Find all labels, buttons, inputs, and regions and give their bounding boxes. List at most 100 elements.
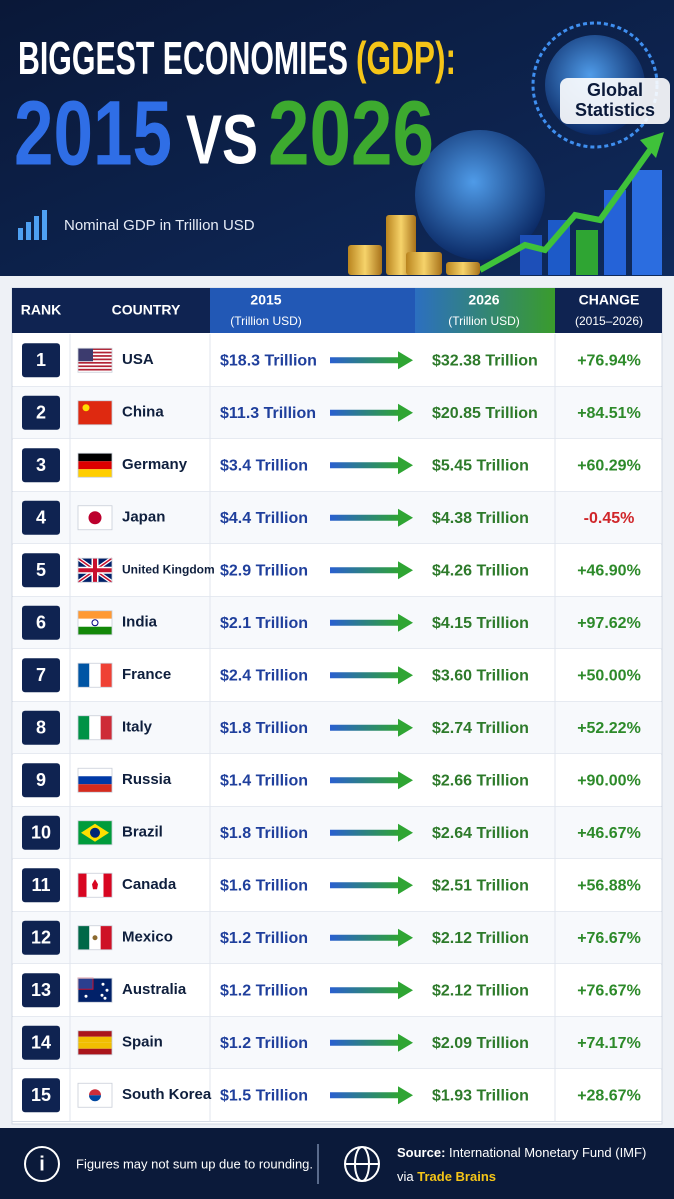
change: +76.67% [577, 982, 641, 999]
flag-part [78, 453, 112, 462]
arrow-shaft [330, 619, 400, 626]
gdp-2015: $1.4 Trillion [220, 772, 308, 789]
change: +76.67% [577, 930, 641, 947]
column-subtitle: (2015–2026) [575, 314, 643, 328]
arrow-shaft [330, 934, 400, 941]
flag-part [78, 776, 112, 785]
header-art [18, 21, 670, 275]
arrow-head [398, 561, 413, 580]
rows: RANK COUNTRY 2015 (Trillion USD) 2026 (Trilli… [12, 292, 662, 1122]
rank-box [22, 343, 60, 378]
flag-border [77, 400, 113, 426]
country: Brazil [122, 824, 163, 841]
arrow-shaft [330, 1092, 400, 1099]
arrow-shaft [330, 1039, 400, 1046]
gdp-2015: $1.2 Trillion [220, 1035, 308, 1052]
arrow-head [398, 718, 413, 737]
column-title: COUNTRY [112, 302, 181, 318]
flag-part [78, 355, 112, 357]
country: China [122, 404, 164, 421]
country: United Kingdom [122, 562, 215, 576]
gdp-2026: $2.09 Trillion [432, 1035, 529, 1052]
flag-border [77, 977, 113, 1003]
rank-box [22, 500, 60, 535]
arrow-head [398, 613, 413, 632]
flag-part [100, 715, 112, 740]
country: Germany [122, 456, 188, 473]
head-2015 [210, 288, 415, 333]
arrow-shaft [330, 409, 400, 416]
gdp-2015: $1.5 Trillion [220, 1087, 308, 1104]
arrow-shaft [330, 514, 400, 521]
arrow-shaft [330, 829, 400, 836]
gdp-2026: $2.66 Trillion [432, 772, 529, 789]
country: Mexico [122, 929, 173, 946]
flag-part [92, 879, 98, 890]
arrow-head [398, 508, 413, 527]
flag-border [77, 662, 113, 688]
gdp-2026: $4.26 Trillion [432, 562, 529, 579]
rank-box [22, 395, 60, 430]
change: +90.00% [577, 772, 641, 789]
flag-border [77, 820, 113, 846]
flag-part [78, 469, 112, 478]
rank: 10 [31, 823, 51, 843]
gdp-2015: $1.6 Trillion [220, 877, 308, 894]
gdp-2026: $2.51 Trillion [432, 877, 529, 894]
rank: 3 [36, 455, 46, 475]
source-label: Source: [397, 1145, 445, 1160]
rank: 14 [31, 1033, 51, 1053]
year-2015: 2015 [14, 82, 172, 184]
country: Italy [122, 719, 153, 736]
flag-part [78, 400, 112, 425]
flag-border [77, 347, 113, 373]
flag [78, 1030, 112, 1055]
arrow-shaft [330, 672, 400, 679]
column-subtitle: (Trillion USD) [230, 314, 302, 328]
flag-part [78, 925, 90, 950]
flag-part [78, 348, 112, 350]
flag [78, 505, 112, 530]
title: BIGGEST ECONOMIES [18, 32, 348, 84]
flag-border [77, 715, 113, 741]
rank-box [22, 553, 60, 588]
change: +84.51% [577, 405, 641, 422]
change: +74.17% [577, 1035, 641, 1052]
country: Australia [122, 981, 187, 998]
flag-part [89, 663, 101, 688]
flag-part [78, 1048, 112, 1055]
arrow-shaft [330, 462, 400, 469]
change: +46.67% [577, 825, 641, 842]
arrow-head [398, 876, 413, 895]
rank: 7 [36, 665, 46, 685]
subtitle: Nominal GDP in Trillion USD [64, 217, 255, 234]
gdp-2026: $2.12 Trillion [432, 930, 529, 947]
flag-part [82, 404, 90, 412]
country: Spain [122, 1034, 163, 1051]
rank-box [22, 710, 60, 745]
gdp-2015: $3.4 Trillion [220, 457, 308, 474]
change: +76.94% [577, 352, 641, 369]
flag-part [92, 935, 98, 941]
rank-box [22, 605, 60, 640]
flag-border [77, 1082, 113, 1108]
flag-part [78, 358, 112, 361]
flag-border [77, 557, 113, 583]
country: Russia [122, 771, 172, 788]
country: USA [122, 351, 154, 368]
flag-part [84, 994, 88, 998]
column-title: 2015 [250, 292, 281, 308]
flag-border [77, 925, 113, 951]
arrow-head [398, 928, 413, 947]
gdp-2026: $1.93 Trillion [432, 1087, 529, 1104]
gdp-2026: $2.64 Trillion [432, 825, 529, 842]
rank-box [22, 763, 60, 798]
rank-box [22, 815, 60, 850]
gdp-2015: $1.2 Trillion [220, 982, 308, 999]
flag [78, 925, 112, 950]
change: -0.45% [584, 510, 635, 527]
flag [78, 768, 112, 793]
rank: 15 [31, 1085, 51, 1105]
gdp-2015: $2.1 Trillion [220, 615, 308, 632]
gdp-2015: $1.8 Trillion [220, 720, 308, 737]
